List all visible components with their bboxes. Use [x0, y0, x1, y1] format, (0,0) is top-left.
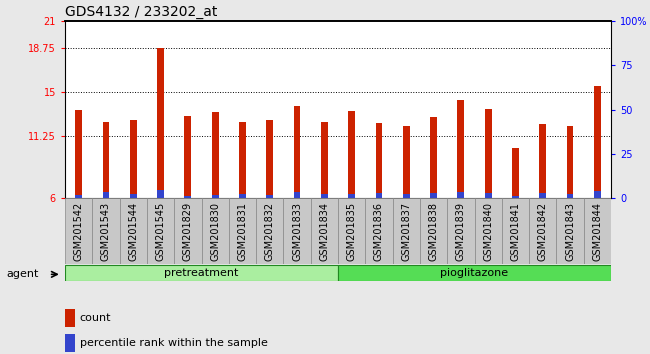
- Text: GSM201833: GSM201833: [292, 201, 302, 261]
- Bar: [512, 195, 519, 198]
- FancyBboxPatch shape: [65, 265, 338, 280]
- Bar: [430, 193, 437, 198]
- Bar: [376, 193, 382, 198]
- Bar: [594, 86, 601, 198]
- Bar: [157, 190, 164, 198]
- Text: GSM201542: GSM201542: [73, 201, 84, 261]
- Bar: [147, 198, 174, 264]
- Bar: [485, 193, 491, 198]
- Text: GSM201835: GSM201835: [346, 201, 357, 261]
- Bar: [458, 100, 464, 198]
- Bar: [294, 192, 300, 198]
- Text: GSM201834: GSM201834: [319, 201, 330, 261]
- Bar: [540, 124, 546, 198]
- Text: GSM201841: GSM201841: [510, 201, 521, 261]
- Text: GSM201842: GSM201842: [538, 201, 548, 261]
- Text: GDS4132 / 233202_at: GDS4132 / 233202_at: [65, 5, 217, 19]
- Bar: [239, 194, 246, 198]
- Bar: [556, 198, 584, 264]
- Text: percentile rank within the sample: percentile rank within the sample: [79, 338, 268, 348]
- Text: GSM201837: GSM201837: [401, 201, 411, 261]
- Bar: [294, 106, 300, 198]
- Text: GSM201832: GSM201832: [265, 201, 275, 261]
- Text: GSM201831: GSM201831: [237, 201, 248, 261]
- Bar: [567, 126, 573, 198]
- Bar: [348, 111, 355, 198]
- Bar: [321, 194, 328, 198]
- Bar: [120, 198, 147, 264]
- Text: GSM201543: GSM201543: [101, 201, 111, 261]
- Bar: [584, 198, 611, 264]
- Text: agent: agent: [6, 269, 39, 279]
- Bar: [338, 198, 365, 264]
- Bar: [130, 194, 136, 198]
- Bar: [594, 191, 601, 198]
- Text: GSM201829: GSM201829: [183, 201, 193, 261]
- Bar: [65, 309, 75, 327]
- Bar: [393, 198, 420, 264]
- Text: GSM201840: GSM201840: [483, 201, 493, 261]
- Bar: [103, 121, 109, 198]
- Text: GSM201544: GSM201544: [128, 201, 138, 261]
- FancyBboxPatch shape: [338, 265, 611, 280]
- Bar: [458, 192, 464, 198]
- Bar: [75, 110, 82, 198]
- Bar: [65, 334, 75, 352]
- Bar: [474, 198, 502, 264]
- Text: GSM201545: GSM201545: [155, 201, 166, 261]
- Bar: [92, 198, 120, 264]
- Bar: [485, 109, 491, 198]
- Bar: [103, 192, 109, 198]
- Bar: [65, 198, 92, 264]
- Text: GSM201844: GSM201844: [592, 201, 603, 261]
- Bar: [212, 112, 218, 198]
- Bar: [311, 198, 338, 264]
- Bar: [212, 195, 218, 198]
- Text: GSM201839: GSM201839: [456, 201, 466, 261]
- Bar: [174, 198, 202, 264]
- Bar: [430, 117, 437, 198]
- Bar: [229, 198, 256, 264]
- Text: GSM201843: GSM201843: [565, 201, 575, 261]
- Bar: [540, 193, 546, 198]
- Bar: [266, 195, 273, 198]
- Bar: [239, 121, 246, 198]
- Bar: [512, 148, 519, 198]
- Text: GSM201830: GSM201830: [210, 201, 220, 261]
- Bar: [529, 198, 556, 264]
- Bar: [185, 116, 191, 198]
- Bar: [403, 126, 410, 198]
- Text: count: count: [79, 313, 111, 323]
- Bar: [567, 194, 573, 198]
- Text: pioglitazone: pioglitazone: [441, 268, 508, 278]
- Bar: [502, 198, 529, 264]
- Bar: [256, 198, 283, 264]
- Bar: [403, 194, 410, 198]
- Bar: [75, 195, 82, 198]
- Bar: [376, 123, 382, 198]
- Bar: [420, 198, 447, 264]
- Bar: [321, 121, 328, 198]
- Bar: [185, 195, 191, 198]
- Text: pretreatment: pretreatment: [164, 268, 239, 278]
- Bar: [266, 120, 273, 198]
- Bar: [283, 198, 311, 264]
- Bar: [157, 48, 164, 198]
- Bar: [202, 198, 229, 264]
- Text: GSM201836: GSM201836: [374, 201, 384, 261]
- Text: GSM201838: GSM201838: [428, 201, 439, 261]
- Bar: [348, 194, 355, 198]
- Bar: [365, 198, 393, 264]
- Bar: [130, 120, 136, 198]
- Bar: [447, 198, 474, 264]
